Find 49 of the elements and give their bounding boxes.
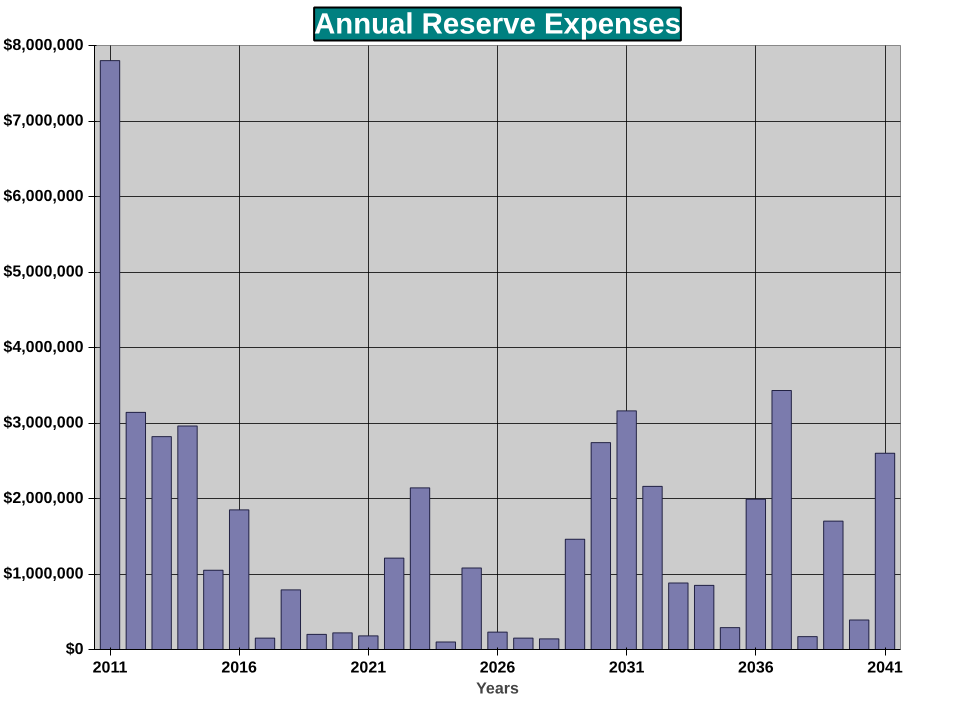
bar [100,60,120,650]
bar [254,638,276,650]
x-tick-label: 2036 [738,660,774,676]
y-tick-label: $1,000,000 [3,566,84,582]
bar [487,632,508,650]
bar [126,412,146,650]
y-tick-label: $4,000,000 [3,339,84,356]
bar [151,436,172,650]
bar [280,589,302,650]
y-tick-label: $6,000,000 [3,188,84,205]
y-tick-label: $2,000,000 [3,490,84,507]
y-tick-label: $5,000,000 [3,264,84,280]
bar [538,638,560,650]
chart-title: Annual Reserve Expenses [314,8,681,40]
bar [332,632,353,650]
x-tick-label: 2031 [608,660,645,676]
bar [384,558,404,650]
bar [823,520,844,650]
bar [306,634,327,650]
x-tick-label: 2041 [867,660,903,676]
bar [177,426,198,650]
bar [564,538,586,650]
y-tick-label: $3,000,000 [3,414,84,432]
bar [694,584,714,650]
bar [746,498,766,650]
x-tick-label: 2026 [480,660,516,676]
bar [642,486,663,650]
bar [848,620,870,650]
bar [436,641,456,650]
x-tick-label: 2016 [221,660,258,676]
bar [358,635,379,650]
bar [874,452,896,650]
y-tick-label: $8,000,000 [3,37,84,54]
bar [410,487,430,650]
x-tick-label: 2021 [350,660,386,676]
x-tick-label: 2011 [92,660,128,676]
bar [203,570,224,650]
bar [228,509,250,650]
bar [590,442,612,650]
bar [668,582,689,650]
y-tick-label: $7,000,000 [3,112,84,130]
bar [616,410,637,650]
bar [797,636,818,650]
bar [720,627,740,650]
y-tick-label: $0 [66,641,84,658]
bar [513,638,534,650]
bar [771,390,792,650]
bar [461,567,482,650]
x-axis-title: Years [476,680,519,698]
